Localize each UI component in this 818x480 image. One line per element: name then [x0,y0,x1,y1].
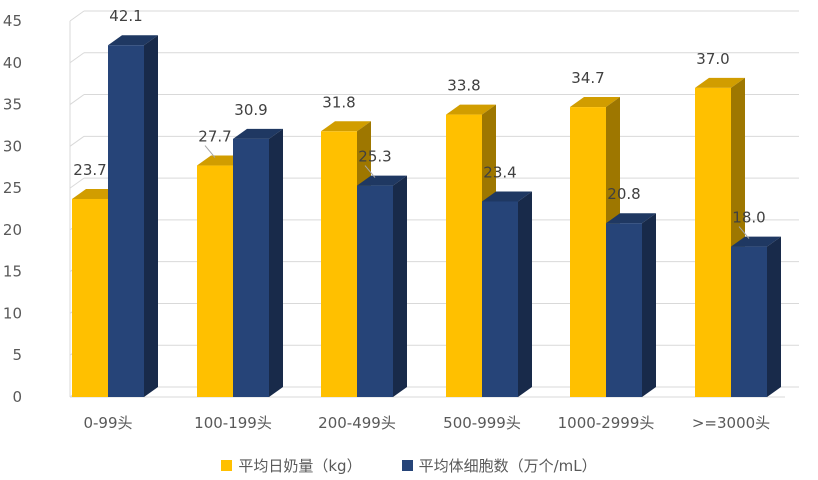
bar-side [269,128,283,397]
gridline-depth [69,52,85,64]
bar-top [570,97,620,108]
y-tick-label: 35 [3,96,22,114]
data-labels: 23.7 42.1 27.730.9 31.8 25.3 33.8 23.4 34.7 20.8… [73,7,766,239]
bar-side [518,191,532,397]
legend-swatch-milk-yield [221,460,233,471]
legend: 平均日奶量（kg） 平均体细胞数（万个/mL） [0,455,818,476]
bar-side [393,175,407,397]
bar-somatic-cell [731,236,781,397]
bar-top [695,77,745,88]
bar-side [642,213,656,397]
gridline-depth [69,10,85,22]
data-label: 27.7 [198,128,231,146]
data-label: 42.1 [109,7,142,25]
y-tick-label: 10 [3,304,22,322]
gridlines [69,10,799,398]
data-label: 23.7 [73,161,106,179]
bar-milk-yield [570,97,620,397]
bar-top [446,104,496,115]
bar-somatic-cell [357,175,407,397]
bar-top [357,175,407,186]
gridline-depth [69,135,85,147]
bar-top [108,35,158,46]
x-tick-label: >=3000头 [692,414,770,432]
gridline-depth [69,177,85,189]
label-leader-line [738,226,750,239]
bar-somatic-cell [233,128,283,397]
bar-front [72,198,108,397]
bar-side [144,35,158,397]
data-label: 30.9 [234,101,267,119]
y-tick-label: 0 [12,388,22,406]
data-label: 25.3 [358,148,391,166]
data-label: 34.7 [571,69,604,87]
bar-somatic-cell [482,191,532,397]
label-leader-line [364,165,376,178]
y-tick-label: 25 [3,179,22,197]
y-axis: 0 5 10 15 20 25 30 35 40 45 [3,12,22,406]
bar-front [731,246,767,397]
x-axis: 0-99头 100-199头 200-499头 500-999头 1000-2999头 >… [83,414,770,432]
bar-somatic-cell [108,35,158,397]
legend-item-milk-yield: 平均日奶量（kg） [221,455,362,476]
legend-item-somatic-cell: 平均体细胞数（万个/mL） [401,455,597,476]
legend-label-milk-yield: 平均日奶量（kg） [238,457,362,475]
legend-swatch-somatic-cell [401,460,413,471]
x-tick-label: 0-99头 [83,414,132,432]
x-tick-label: 1000-2999头 [558,414,655,432]
bar-top [731,236,781,247]
bar-front [695,87,731,397]
bar-front [606,223,642,397]
bar-front [233,138,269,397]
bar-front [570,107,606,397]
bar-front [108,45,144,397]
bar-front [357,185,393,397]
bar-series [72,35,781,398]
bar-side [767,236,781,397]
data-label: 20.8 [607,185,640,203]
y-tick-label: 20 [3,221,22,239]
gridline-depth [69,94,85,105]
y-tick-label: 15 [3,263,22,281]
label-leader-line [204,145,216,158]
bar-top [606,213,656,224]
bar-somatic-cell [606,213,656,397]
legend-label-somatic-cell: 平均体细胞数（万个/mL） [418,457,597,475]
y-tick-label: 5 [12,346,22,364]
data-label: 23.4 [483,163,516,181]
bar-top [321,121,371,132]
bar-front [197,165,233,397]
x-tick-label: 500-999头 [443,414,521,432]
y-tick-label: 30 [3,137,22,155]
x-tick-label: 200-499头 [318,414,396,432]
y-tick-label: 45 [3,12,22,30]
x-tick-label: 100-199头 [194,414,272,432]
bar-top [233,128,283,139]
y-tick-label: 40 [3,54,22,72]
bar-top [482,191,532,202]
data-label: 37.0 [696,50,729,68]
data-label: 33.8 [447,77,480,95]
data-label: 18.0 [732,209,765,227]
bar-front [321,131,357,397]
bar-front [446,114,482,398]
data-label: 31.8 [322,93,355,111]
bar-front [482,201,518,397]
